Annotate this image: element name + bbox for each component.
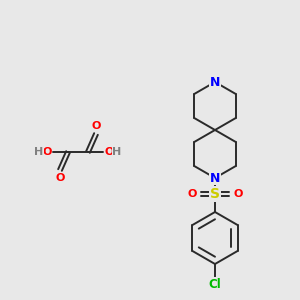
Text: Cl: Cl	[208, 278, 221, 290]
Text: O: O	[104, 147, 114, 157]
Text: N: N	[210, 172, 220, 184]
Text: N: N	[210, 172, 220, 184]
Text: N: N	[210, 76, 220, 88]
Text: O: O	[187, 189, 197, 199]
Text: S: S	[210, 187, 220, 201]
Text: H: H	[34, 147, 43, 157]
Text: O: O	[42, 147, 52, 157]
Text: O: O	[233, 189, 243, 199]
Text: O: O	[55, 173, 65, 183]
Text: O: O	[91, 121, 101, 131]
Text: H: H	[112, 147, 122, 157]
